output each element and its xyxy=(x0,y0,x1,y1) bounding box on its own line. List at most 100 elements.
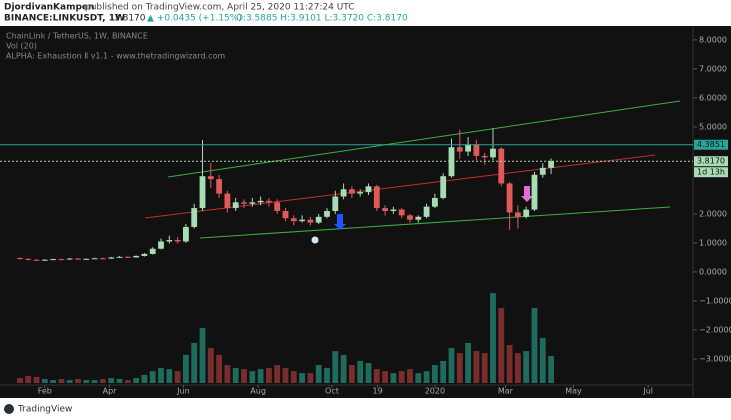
volume-bar xyxy=(149,371,156,383)
x-tick-label: Jul xyxy=(642,387,653,396)
candle-body xyxy=(407,215,413,220)
candle-body xyxy=(50,259,57,261)
volume-bar xyxy=(324,367,330,383)
candle-body xyxy=(415,216,422,220)
volume-bar xyxy=(448,347,455,383)
volume-bar xyxy=(531,307,538,383)
candle-body xyxy=(174,240,181,242)
volume-bar xyxy=(133,378,140,383)
volume-bar xyxy=(100,378,106,383)
candle-body xyxy=(431,197,438,207)
volume-bar xyxy=(523,351,530,383)
candle-body xyxy=(473,144,480,156)
volume-bar xyxy=(539,338,546,383)
x-tick-label: Oct xyxy=(325,387,339,396)
volume-bar xyxy=(307,373,314,383)
candle-body xyxy=(224,193,231,209)
candle-body xyxy=(348,189,355,194)
channel-bottom xyxy=(199,206,671,239)
volume-bar xyxy=(473,351,480,383)
volume-bar xyxy=(506,345,513,383)
volume-bar xyxy=(141,374,148,383)
candle-body xyxy=(158,241,164,249)
volume-bar xyxy=(265,367,272,383)
signal-arrow xyxy=(521,186,533,202)
volume-bar xyxy=(407,369,413,383)
price-label-bg xyxy=(694,139,728,150)
y-tick-label: −2.0000 xyxy=(699,325,731,334)
candle-body xyxy=(382,208,388,212)
candle-body xyxy=(398,209,405,216)
candle-body xyxy=(232,202,239,209)
brand: TradingView xyxy=(17,405,72,415)
candle-body xyxy=(290,218,297,222)
volume-bar xyxy=(232,367,239,383)
candle-body xyxy=(33,259,40,261)
y-tick-label: 7.0000 xyxy=(699,64,727,73)
candle-body xyxy=(324,211,330,217)
candle-body xyxy=(282,211,289,219)
y-tick-label: −3.0000 xyxy=(699,354,731,363)
volume-bar xyxy=(282,367,289,383)
volume-bar xyxy=(75,378,81,383)
volume-bar xyxy=(315,365,322,383)
candle-body xyxy=(100,258,106,260)
header-bg xyxy=(0,0,731,26)
volume-bar xyxy=(365,362,372,383)
y-tick-label: 1.0000 xyxy=(699,238,727,247)
candle-body xyxy=(91,258,98,260)
x-tick-label: 19 xyxy=(373,387,383,396)
candle-body xyxy=(523,209,530,217)
candle-body xyxy=(199,176,206,209)
candle-body xyxy=(149,248,156,254)
candle-body xyxy=(307,219,314,223)
candle-body xyxy=(133,255,140,258)
volume-bar xyxy=(456,353,463,383)
legend-symbol: ChainLink / TetherUS, 1W, BINANCE xyxy=(6,32,148,41)
volume-bar xyxy=(348,365,355,383)
volume-bar xyxy=(415,373,422,383)
candle-body xyxy=(498,148,505,184)
volume-bar xyxy=(83,380,90,383)
volume-bar xyxy=(481,353,488,383)
candle-body xyxy=(66,258,73,260)
volume-bar xyxy=(332,351,339,383)
volume-bar xyxy=(465,342,471,383)
price-label-bg xyxy=(694,156,728,167)
candle-body xyxy=(548,161,554,168)
volume-bar xyxy=(41,378,48,383)
volume-bar xyxy=(373,369,380,383)
legend-volume: Vol (20) xyxy=(6,42,37,51)
candle-body xyxy=(299,219,306,222)
brand-logo xyxy=(4,404,14,414)
candle-body xyxy=(141,253,148,256)
candle-body xyxy=(241,202,247,204)
price-label: 4.3851 xyxy=(697,140,725,149)
published: published on TradingView.com, April 25, … xyxy=(85,3,355,13)
candle-body xyxy=(25,258,32,260)
candle-body xyxy=(506,183,513,213)
legend-indicator: ALPHA: Exhaustion Ⅱ v1.1 - www.thetradin… xyxy=(6,52,225,61)
candle-body xyxy=(274,202,281,212)
channel-top xyxy=(167,100,681,178)
volume-bar xyxy=(241,369,247,383)
plot xyxy=(17,128,554,383)
volume-bar xyxy=(290,371,297,383)
candle-body xyxy=(75,258,81,260)
candle-body xyxy=(390,209,397,212)
volume-bar xyxy=(58,378,65,383)
chart-bg xyxy=(0,26,731,398)
volume-bar xyxy=(299,373,306,383)
volume-bar xyxy=(91,380,98,383)
volume-bar xyxy=(191,342,198,383)
candle-body xyxy=(166,240,173,242)
candle-body xyxy=(481,155,488,158)
y-tick-label: −1.0000 xyxy=(699,296,731,305)
price-label: 3.8170 xyxy=(697,157,725,166)
author: DjordivanKampen xyxy=(4,3,94,13)
candle-body xyxy=(116,256,123,258)
change: ▲ +0.0435 (+1.15%) xyxy=(147,14,242,24)
last-price: 3.8170 xyxy=(114,14,146,24)
volume-bar xyxy=(66,380,73,383)
